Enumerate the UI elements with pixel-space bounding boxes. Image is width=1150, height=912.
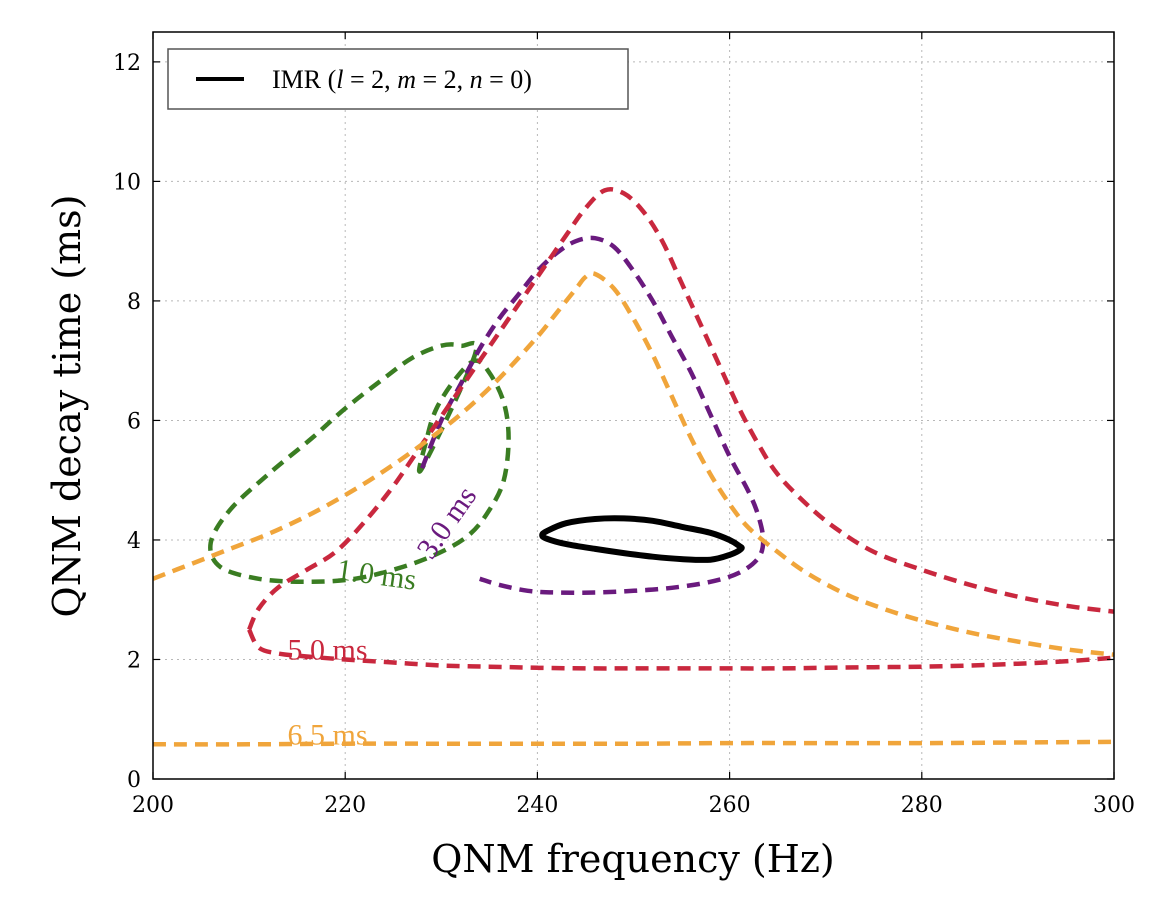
contour-label-5-0: 5.0 ms	[288, 633, 368, 666]
y-tick-label-0: 0	[127, 768, 141, 793]
series-layer	[153, 187, 1114, 747]
plot-frame	[152, 31, 1115, 780]
legend-label-imr-l: l	[336, 65, 343, 94]
y-tick-label-8: 8	[127, 290, 141, 315]
x-axis-title: QNM frequency (Hz)	[431, 837, 835, 881]
y-tick-label-4: 4	[127, 529, 141, 554]
series-5-0-line-lower	[247, 628, 1114, 671]
x-tick-label-240: 240	[516, 793, 558, 818]
contour-label-6-5: 6.5 ms	[288, 718, 368, 751]
legend-label-imr-m-val: = 2,	[416, 65, 470, 94]
axis-ticks: 200 220 240 260 280 300 0 2 4 6 8 10 12	[113, 32, 1135, 818]
x-tick-label-300: 300	[1093, 793, 1135, 818]
y-tick-label-10: 10	[113, 170, 141, 195]
y-tick-label-12: 12	[113, 51, 141, 76]
legend-label-imr: IMR (l = 2, m = 2, n = 0)	[272, 65, 532, 94]
y-axis-title: QNM decay time (ms)	[45, 195, 89, 618]
legend-label-imr-l-val: = 2,	[344, 65, 398, 94]
grid	[153, 32, 1114, 779]
x-tick-label-200: 200	[132, 793, 174, 818]
contour-label-1-0: 1.0 ms	[335, 553, 419, 597]
series-5-0-line	[247, 187, 1114, 631]
series-6-5-line	[153, 271, 1114, 657]
series-IMR-line	[539, 515, 745, 563]
contour-label-3-0: 3.0 ms	[410, 480, 483, 564]
series-3-0-line	[420, 235, 766, 595]
legend: IMR (l = 2, m = 2, n = 0)	[167, 48, 629, 110]
y-tick-label-6: 6	[127, 409, 141, 434]
legend-label-imr-main: IMR (	[272, 65, 336, 94]
series-1-0-line	[208, 340, 511, 585]
legend-label-imr-n: n	[470, 65, 483, 94]
legend-label-imr-m: m	[397, 65, 416, 94]
legend-box	[167, 48, 629, 110]
y-tick-label-2: 2	[127, 648, 141, 673]
x-tick-label-220: 220	[324, 793, 366, 818]
contour-labels: 1.0 ms3.0 ms 5.0 ms 6.5 ms	[288, 480, 484, 751]
x-tick-label-280: 280	[901, 793, 943, 818]
legend-label-imr-n-val: = 0)	[483, 65, 532, 94]
x-tick-label-260: 260	[709, 793, 751, 818]
